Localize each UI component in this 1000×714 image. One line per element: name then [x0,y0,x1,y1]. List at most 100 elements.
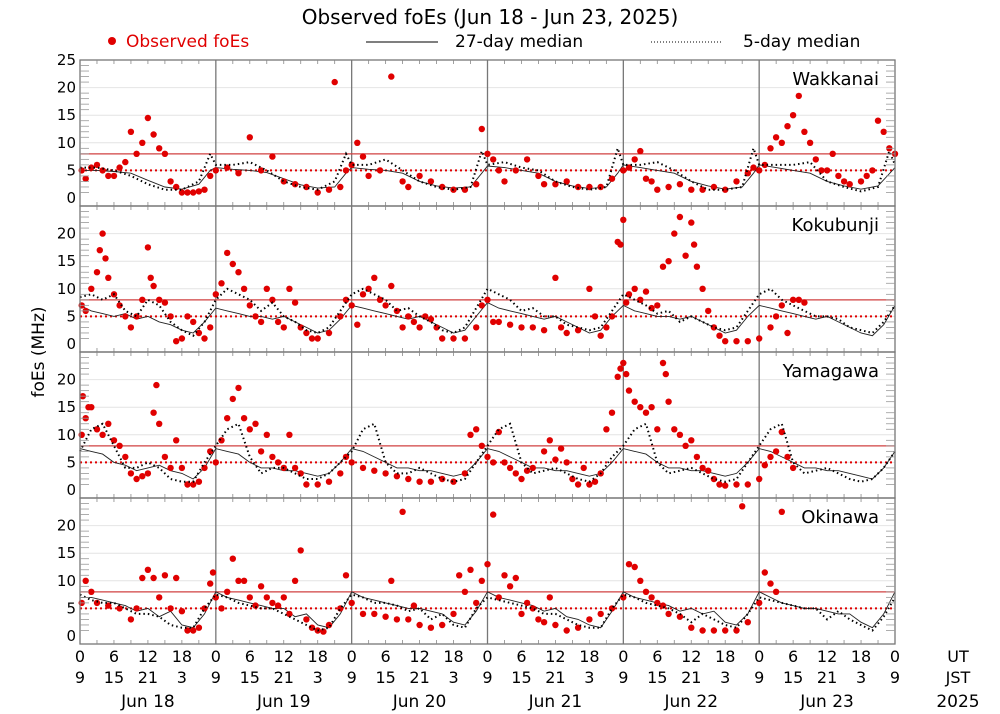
observed-point [218,280,225,287]
observed-point [150,131,157,138]
observed-point [688,437,695,444]
y-tick-label: 15 [57,398,76,416]
legend-observed-marker [108,37,116,45]
observed-point [416,621,423,629]
observed-point [416,478,423,485]
observed-point [416,172,423,180]
observed-point [144,470,152,477]
observed-point [246,426,253,433]
observed-point [710,183,718,191]
observed-point [439,335,446,342]
day-label: Jun 22 [663,692,718,712]
observed-point [209,569,217,576]
observed-point [156,594,163,601]
observed-point [388,577,395,584]
observed-point [744,481,751,488]
observed-point [659,359,667,367]
observed-point [439,621,446,629]
observed-point [212,459,219,466]
observed-point [631,563,638,571]
x-tick-label-jst: 9 [890,668,900,687]
observed-point [722,186,729,193]
observed-point [325,186,333,193]
observed-point [161,150,169,157]
x-tick-label-jst: 15 [783,668,803,687]
observed-point [212,167,219,174]
observed-point [750,164,757,171]
day-label: Jun 21 [528,692,583,712]
observed-point [623,299,630,306]
observed-point [342,453,350,461]
observed-point [461,588,469,595]
observed-point [388,282,395,290]
observed-point [676,181,684,188]
observed-point [597,610,604,618]
observed-point [501,178,508,185]
y-tick-label: 5 [66,599,76,617]
observed-point [523,599,531,607]
observed-point [857,178,865,185]
observed-point [190,189,197,196]
observed-point [184,189,191,196]
observed-point [167,605,174,612]
observed-point [501,572,508,579]
observed-point [348,302,355,309]
observed-point [586,285,593,292]
x-axis-ut-label: UT [947,647,969,666]
y-tick-label: 20 [57,225,76,243]
observed-point [359,610,367,618]
observed-point [835,172,842,180]
observed-point [478,577,485,584]
observed-point [427,624,435,631]
y-tick-label: 15 [57,106,76,124]
observed-point [863,172,870,180]
observed-point [473,599,480,607]
observed-point [801,299,808,306]
x-tick-label-ut: 12 [138,647,158,666]
y-axis-label: foEs (MHz) [29,306,49,397]
observed-point [620,216,627,223]
observed-point [597,332,604,339]
observed-point [450,610,457,618]
observed-point [405,616,412,623]
observed-point [240,577,248,584]
observed-point [654,302,661,309]
observed-point [371,467,378,474]
observed-point [195,329,203,337]
observed-point [218,437,225,444]
observed-point [280,594,287,601]
observed-point [144,244,152,251]
observed-point [586,616,593,623]
observed-point [778,139,785,146]
observed-point [512,574,519,582]
observed-point [235,577,242,584]
observed-point [546,594,553,601]
observed-point [552,274,559,281]
observed-point [665,183,672,191]
x-tick-label-jst: 15 [647,668,667,687]
observed-point [637,147,644,155]
observed-point [540,181,548,188]
observed-point [495,167,502,174]
observed-point [546,437,553,444]
observed-point [280,324,287,331]
observed-point [733,178,740,185]
observed-point [540,448,548,455]
observed-point [690,241,698,248]
observed-point [354,139,361,146]
observed-point [761,161,768,169]
x-tick-label-ut: 6 [109,647,119,666]
observed-point [665,258,672,265]
observed-point [733,627,740,634]
observed-point [665,398,672,405]
observed-point [623,370,630,378]
x-tick-label-ut: 0 [482,647,492,666]
observed-point [744,619,751,626]
observed-point [625,164,633,171]
observed-point [427,178,435,185]
observed-point [359,291,367,298]
observed-point [212,291,219,298]
observed-point [823,167,831,174]
observed-point [631,398,638,405]
observed-point [637,404,644,411]
